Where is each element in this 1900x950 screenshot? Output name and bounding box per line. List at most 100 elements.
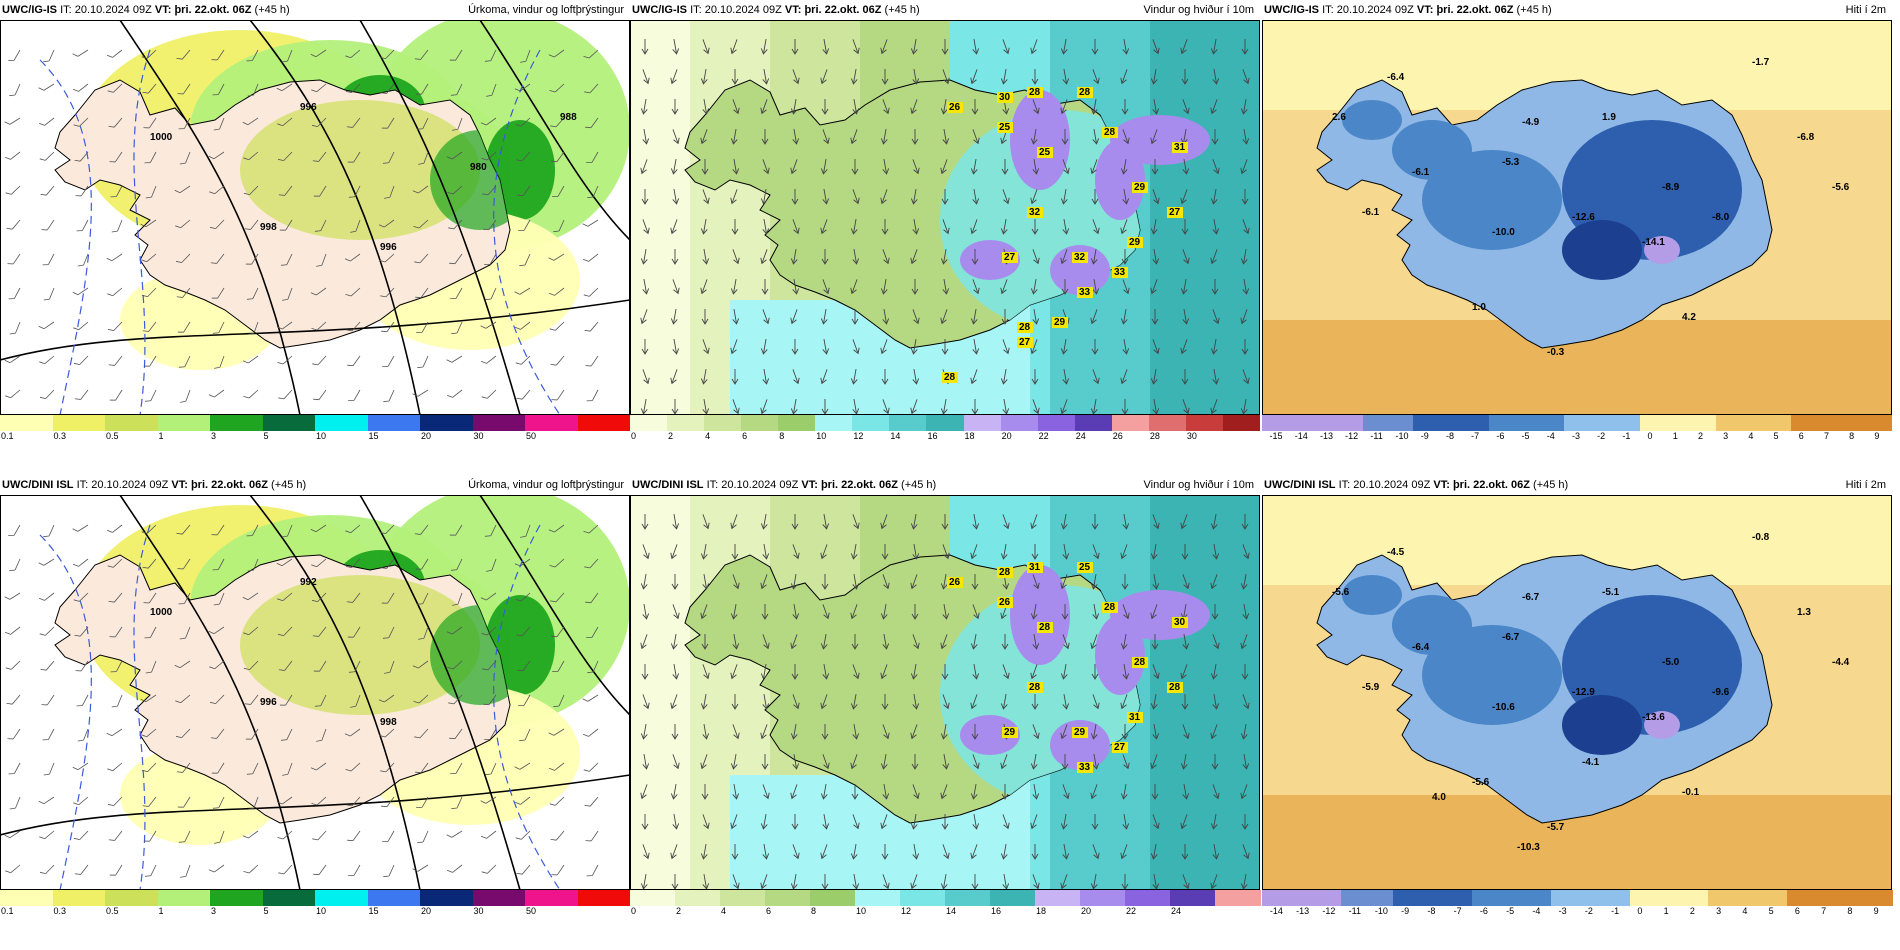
wind-barb [246,287,259,300]
wind-arrow [672,604,680,620]
wind-barb [39,151,55,161]
wind-arrow [1092,604,1100,620]
wind-barb [277,830,293,840]
wind-arrow [1210,399,1218,415]
colorbar-tick: 10 [816,431,827,441]
wind-arrow [972,604,980,620]
wind-arrow [910,574,918,590]
wind-arrow [1091,39,1099,55]
wind-barb [175,253,191,264]
wind-arrow [1210,724,1218,740]
wind-barb [41,219,55,231]
colorbar-tick: 18 [964,431,975,441]
wind-arrow [1062,544,1070,560]
map-view: 1000 996 998 996 980 988 [0,20,630,415]
colorbar-tick: 8 [1847,906,1853,916]
colorbar-swatch [1170,890,1216,906]
model-name: UWC/IG-IS [2,4,57,16]
colorbar-tick: 0.1 [1,906,14,916]
wind-barb [481,151,497,161]
wind-barb [346,592,361,603]
colorbar-tick: 1 [1663,906,1669,916]
wind-barb [41,694,55,706]
wind-arrow [1002,814,1010,830]
wind-arrow [1060,874,1068,890]
wind-barb [208,151,225,160]
gust-value: 28 [999,567,1011,578]
wind-arrow [702,724,710,740]
wind-arrow [820,159,828,175]
colorbar-swatch [1222,415,1261,431]
wind-barb [177,83,191,95]
colorbar-tick: 0.3 [53,906,67,916]
colorbar-tick: 20 [421,906,432,916]
colorbar-tick: -1 [1611,906,1620,916]
wind-arrow [822,189,830,205]
wind-arrow [941,514,949,530]
wind-barb [449,253,463,265]
wind-arrow [1242,69,1250,85]
colorbar-swatch [52,415,106,431]
gust-label: 33 [1077,287,1093,298]
wind-arrow [1001,634,1009,650]
wind-barb [384,660,395,674]
wind-arrow [1182,634,1190,650]
wind-arrow [1240,309,1248,325]
wind-arrow [1242,279,1250,295]
wind-barb [480,592,497,601]
colorbar-swatch [900,890,946,906]
wind-arrow [1150,69,1158,85]
gust-value: 28 [944,372,956,383]
colorbar-swatch [1514,415,1540,431]
gust-label: 27 [1167,207,1183,218]
valid-time: þri. 22.okt. 06Z [820,479,898,491]
map-view: 26 30 28 28 25 25 28 31 29 27 29 32 27 32 33 33 29 28 27 28 [630,20,1260,415]
colorbar-swatch [1215,890,1261,906]
colorbar-tick: 10 [316,906,327,916]
wind-arrow [732,784,740,800]
wind-arrow [822,39,830,55]
colorbar: 0 2 4 6 8 10 12 14 16 18 20 22 24 [630,890,1261,916]
gust-label: 28 [1102,127,1118,138]
cold-area [1342,100,1402,140]
wind-arrow [822,604,830,620]
gust-value: 31 [1129,712,1141,723]
wind-barb [514,83,531,92]
wind-barb [145,660,157,674]
wind-barb [179,626,191,640]
wind-arrow [910,724,918,740]
wind-arrow [942,129,950,145]
wind-arrow [822,754,830,770]
wind-arrow [852,874,860,890]
wind-arrow [702,664,710,680]
temp-label: -5.3 [1502,157,1520,168]
colorbar-tick: -4 [1546,431,1555,441]
colorbar-swatch [1766,415,1792,431]
wind-barb [344,253,361,262]
wind-arrow [1212,694,1220,710]
wind-arrow [642,694,650,710]
wind-arrow [670,69,678,85]
wind-arrow [940,99,948,115]
gust-label: 32 [1027,207,1043,218]
wind-arrow [642,69,650,85]
wind-barb [517,185,531,197]
wind-arrow [942,604,950,620]
wind-arrow [790,724,798,740]
temp-contour [39,534,92,890]
wind-arrow [1182,399,1190,415]
wind-arrow [732,724,740,740]
wind-barb [107,287,123,297]
wind-barb [111,694,123,708]
wind-arrow [880,514,888,530]
wind-arrow [641,514,649,530]
colorbar-tick: 30 [473,906,484,916]
wind-barb [347,355,361,367]
wind-arrow [1062,694,1070,710]
wind-barb [248,321,259,335]
colorbar-swatch [1388,415,1414,431]
wind-arrow [1212,844,1220,860]
wind-arrow [1212,219,1220,235]
gust-label: 29 [1052,317,1068,328]
wind-arrow [970,844,978,860]
